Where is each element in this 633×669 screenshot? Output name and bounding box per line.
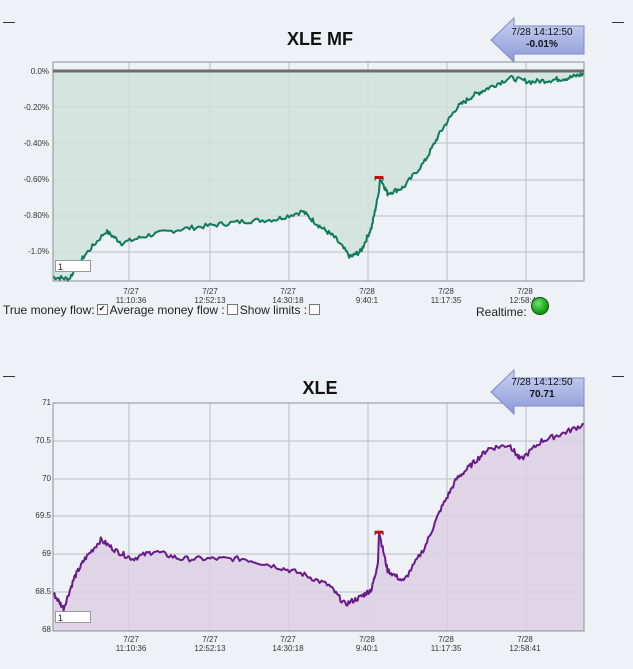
chart1-ytick: -0.20% — [23, 103, 49, 112]
chart1-ytick: -1.0% — [28, 247, 49, 256]
true-money-flow-checkbox[interactable]: ✔ — [96, 304, 108, 316]
chart1-ytick: -0.60% — [23, 175, 49, 184]
avg-money-flow-label: Average money flow : — [109, 303, 225, 317]
chart2-xtick: 7/27 12:52:13 — [194, 635, 226, 653]
chart1-xtick: 7/28 9:40:1 — [355, 287, 379, 305]
chart1-xtick: 7/27 11:10:36 — [115, 287, 147, 305]
chart2-callout-time: 7/28 14:12:50 — [511, 377, 573, 388]
chart2-title: XLE — [302, 378, 338, 398]
right-dash-1 — [612, 22, 624, 23]
chart2-xtick: 7/27 14:30:18 — [272, 635, 304, 653]
right-dash-2 — [612, 376, 624, 377]
chart2-ytick: 68.5 — [35, 587, 51, 596]
chart1-area — [53, 71, 584, 281]
chart2-value-callout: 7/28 14:12:50 70.71 — [490, 369, 586, 415]
chart1-value-callout: 7/28 14:12:50 -0.01% — [490, 17, 586, 63]
chart1-xtick: 7/27 14:30:18 — [272, 287, 304, 305]
callout-arrow-icon — [490, 17, 585, 63]
chart2-callout-value: 70.71 — [529, 389, 555, 400]
chart2-ytick: 68 — [42, 625, 51, 634]
chart2-series-line — [52, 422, 585, 612]
chart2-ytick: 70.5 — [35, 436, 51, 445]
left-dash-2 — [3, 376, 15, 377]
show-limits-label: Show limits : — [239, 303, 308, 317]
chart2-ytick: 69.5 — [35, 511, 51, 520]
avg-money-flow-checkbox[interactable] — [226, 304, 238, 316]
true-money-flow-label: True money flow: — [3, 303, 95, 317]
chart2-xtick: 7/28 9:40:1 — [355, 635, 379, 653]
chart2-xtick: 7/28 11:17:35 — [430, 635, 462, 653]
chart2-zoom-input[interactable]: 1 — [55, 611, 91, 623]
realtime-label: Realtime: — [476, 305, 527, 319]
realtime-indicator-icon[interactable] — [531, 297, 549, 315]
chart1-ytick: -0.80% — [23, 211, 49, 220]
left-dash-1 — [3, 22, 15, 23]
chart1-callout-value: -0.01% — [526, 39, 558, 50]
chart1-frame — [52, 61, 585, 282]
chart2-xtick: 7/27 11:10:36 — [115, 635, 147, 653]
chart1-ytick: -0.40% — [23, 139, 49, 148]
chart2-ytick: 71 — [42, 398, 51, 407]
flow-controls: True money flow: ✔ Average money flow : Sho… — [3, 303, 322, 317]
chart1-series-line — [52, 72, 585, 282]
chart2-area — [53, 423, 584, 631]
chart2-ytick: 70 — [42, 474, 51, 483]
show-limits-checkbox[interactable] — [309, 304, 321, 316]
chart1-xtick: 7/27 12:52:13 — [194, 287, 226, 305]
chart2-ytick: 69 — [42, 549, 51, 558]
callout-arrow-icon — [490, 369, 585, 415]
chart1-xtick: 7/28 12:58:41 — [509, 287, 541, 305]
chart1-callout-time: 7/28 14:12:50 — [511, 27, 573, 38]
chart1-zoom-input[interactable]: 1 — [55, 260, 91, 272]
chart2-xtick: 7/28 12:58:41 — [509, 635, 541, 653]
chart1-title: XLE MF — [287, 29, 353, 49]
chart1-xtick: 7/28 11:17:35 — [430, 287, 462, 305]
chart2-frame — [52, 402, 585, 632]
chart1-ytick: 0.0% — [30, 67, 49, 76]
